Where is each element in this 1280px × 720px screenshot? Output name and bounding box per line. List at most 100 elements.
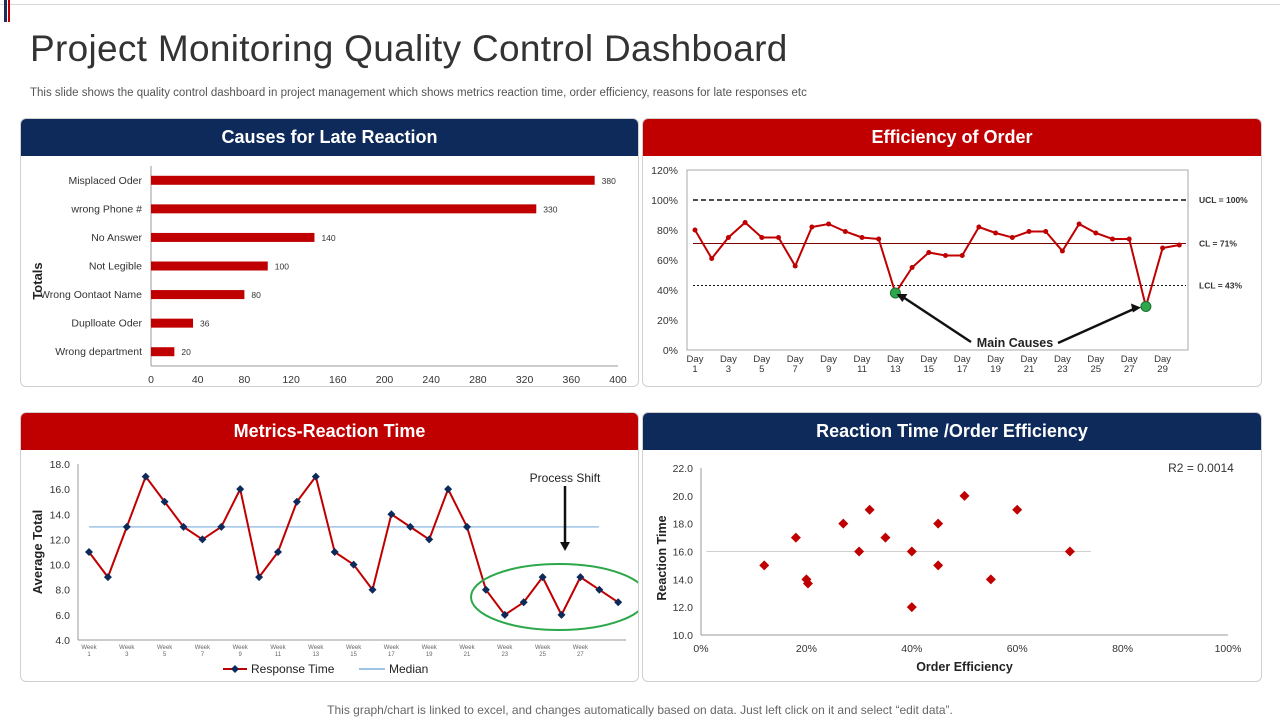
bar-1: [151, 204, 537, 214]
x-tick-label-11-word: Week: [497, 645, 513, 651]
response-time-point-10: [274, 548, 282, 556]
y-axis-title: Totals: [30, 262, 45, 299]
efficiency-point-19: [1009, 235, 1015, 240]
response-time-point-5: [179, 522, 188, 531]
response-time-point-27: [595, 585, 604, 594]
scatter-point-6: [864, 504, 875, 515]
x-tick-label-4-word: Week: [233, 645, 249, 651]
x-tick-label-9-word: Week: [422, 645, 438, 651]
y-tick-label-0: 0%: [663, 345, 678, 357]
scatter-point-3: [802, 578, 813, 589]
response-time-point-15: [368, 585, 377, 594]
legend-response-marker: [231, 665, 239, 673]
scatter-point-5: [854, 546, 865, 557]
efficiency-point-9: [842, 229, 848, 234]
response-time-point-9: [255, 573, 264, 582]
bar-0: [151, 175, 595, 185]
x-tick-label-10-word: Week: [459, 645, 475, 651]
x-tick-label-8-word: Day: [954, 354, 971, 365]
response-time-point-7: [217, 522, 226, 531]
scatter-point-10: [933, 518, 944, 529]
legend-response-label: Response Time: [251, 662, 335, 676]
order-efficiency-panel[interactable]: Efficiency of Order 0% 20% 40% 60% 80% 100% 12…: [642, 118, 1262, 387]
x-tick-label-0-num: 1: [692, 364, 697, 375]
scatter-point-2: [801, 574, 812, 585]
x-tick-label-10: 400: [609, 374, 627, 386]
efficiency-point-15: [943, 253, 948, 258]
response-time-point-24: [538, 573, 547, 582]
y-tick-label-5: 14.0: [50, 509, 71, 521]
response-time-point-20: [463, 522, 471, 531]
x-tick-label-3-word: Week: [195, 645, 211, 651]
scatter-chart[interactable]: 10.0 12.0 14.0 16.0 18.0 20.0 22.0 0% 20% 40% 60% 8…: [643, 450, 1261, 681]
main-cause-marker-1: [1140, 301, 1152, 312]
process-shift-annotation: Process Shift: [530, 471, 601, 485]
x-tick-label-8-num: 17: [388, 652, 395, 658]
response-time-point-28: [614, 598, 623, 607]
reaction-time-chart[interactable]: 4.06.08.010.012.014.016.018.0Week1Week3W…: [21, 450, 638, 681]
response-time-point-6: [198, 535, 207, 544]
efficiency-point-29: [1176, 242, 1182, 248]
x-tick-label-0-word: Week: [81, 645, 97, 651]
efficiency-point-3: [742, 220, 748, 225]
x-tick-label-5-num: 11: [857, 364, 867, 375]
bar-value-label-5: 36: [200, 319, 210, 329]
x-tick-label-2: 80: [239, 374, 251, 386]
x-tick-label-11-num: 23: [501, 652, 508, 658]
process-shift-ellipse: [470, 563, 638, 631]
r2-label: R2 = 0.0014: [1168, 461, 1234, 475]
y-tick-label-6: 16.0: [50, 484, 71, 496]
response-time-point-2: [122, 522, 131, 531]
page-title: Project Monitoring Quality Control Dashb…: [30, 28, 788, 69]
x-tick-label-4-num: 9: [239, 652, 243, 658]
x-tick-label-9: 360: [563, 374, 581, 386]
x-tick-label-1-word: Day: [720, 354, 737, 365]
response-time-point-16: [387, 510, 396, 519]
x-tick-label-7-word: Week: [346, 645, 362, 651]
x-tick-label-12-word: Day: [1087, 354, 1104, 365]
scatter-point-4: [838, 518, 849, 529]
efficiency-point-8: [826, 221, 832, 227]
late-reaction-panel[interactable]: Causes for Late Reaction 0 40 80 120 160 200 2…: [20, 118, 639, 387]
x-tick-label-0-word: Day: [687, 354, 704, 365]
x-tick-label-0-num: 1: [87, 652, 91, 658]
x-tick-label-3: 120: [282, 374, 300, 386]
x-tick-label-1-num: 3: [726, 364, 731, 375]
response-time-point-25: [557, 610, 566, 619]
x-tick-label-1-num: 3: [125, 652, 129, 658]
late-reaction-chart[interactable]: 0 40 80 120 160 200 240 280 320 360 400 Misplaced O…: [21, 156, 638, 386]
legend-median-label: Median: [389, 662, 428, 676]
y-tick-label-0: 10.0: [673, 630, 694, 642]
reaction-time-panel[interactable]: Metrics-Reaction Time 4.0 6.0 8.0 10.0 12.0 1…: [20, 412, 639, 682]
x-axis-title: Order Efficiency: [916, 660, 1013, 674]
efficiency-point-13: [909, 265, 915, 270]
scatter-point-14: [1012, 504, 1023, 515]
x-tick-label-8-num: 17: [957, 364, 968, 375]
efficiency-point-28: [1160, 245, 1166, 251]
x-tick-label-13-num: 27: [577, 652, 584, 658]
x-tick-label-12-word: Week: [535, 645, 551, 651]
efficiency-point-4: [759, 235, 765, 240]
top-rule: [0, 4, 1280, 5]
x-tick-label-5-num: 11: [275, 652, 282, 658]
process-shift-arrowhead: [560, 542, 570, 551]
y-tick-label-3: 60%: [657, 255, 678, 267]
x-tick-label-10-num: 21: [464, 652, 471, 658]
bar-5: [151, 318, 194, 328]
x-tick-label-8-word: Week: [384, 645, 400, 651]
x-tick-label-3-num: 7: [793, 364, 798, 375]
x-tick-label-1-word: Week: [119, 645, 135, 651]
y-tick-label-6: 22.0: [673, 463, 694, 475]
bar-2: [151, 232, 315, 242]
x-tick-label-14-num: 29: [1157, 364, 1168, 375]
annotation-arrowhead-right: [1130, 303, 1141, 313]
bar-value-label-2: 140: [321, 233, 335, 243]
order-efficiency-chart[interactable]: 0%20%40%60%80%100%120%Day1Day3Day5Day7Da…: [643, 156, 1261, 386]
x-tick-label-8: 320: [516, 374, 534, 386]
category-label-0: Misplaced Oder: [68, 175, 142, 187]
scatter-point-8: [906, 546, 917, 557]
scatter-panel[interactable]: Reaction Time /Order Efficiency 10.0 12.0…: [642, 412, 1262, 682]
response-time-point-4: [160, 497, 169, 506]
y-tick-label-3: 16.0: [673, 547, 694, 559]
x-tick-label-13-word: Week: [573, 645, 589, 651]
